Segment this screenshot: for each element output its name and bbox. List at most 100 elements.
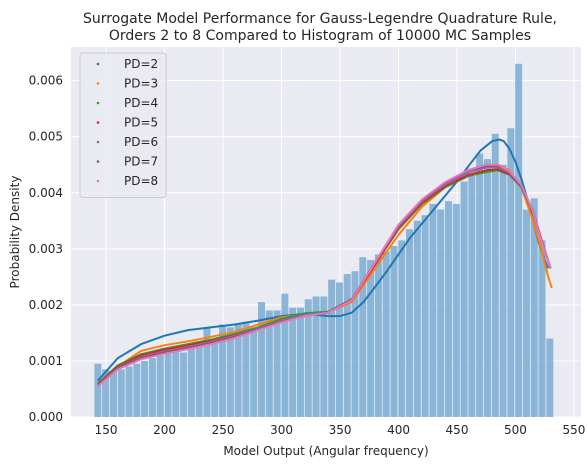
histogram-bar	[406, 229, 414, 417]
histogram-bar	[359, 257, 367, 417]
histogram-bar	[335, 282, 343, 417]
histogram-bar	[219, 324, 227, 417]
x-tick-label: 250	[212, 423, 235, 437]
histogram-bar	[499, 164, 507, 417]
histogram-bar	[304, 299, 312, 417]
y-tick-label: 0.006	[29, 74, 63, 88]
y-tick-label: 0.003	[29, 242, 63, 256]
histogram-bar	[374, 254, 382, 417]
histogram-bar	[187, 344, 195, 417]
histogram-bar	[452, 203, 460, 417]
histogram-bar	[483, 159, 491, 417]
y-tick-label: 0.004	[29, 186, 63, 200]
histogram-bar	[117, 369, 125, 417]
histogram-bar	[413, 220, 421, 417]
histogram-bar	[507, 128, 515, 417]
legend-label: PD=7	[124, 155, 158, 169]
legend-label: PD=2	[124, 57, 158, 71]
legend-box	[79, 52, 167, 198]
series-line-pd8	[97, 163, 552, 387]
histogram-bar	[195, 341, 203, 417]
legend-marker	[96, 179, 100, 183]
histogram-bar	[445, 201, 453, 417]
chart-title-line1: Surrogate Model Performance for Gauss-Le…	[83, 11, 557, 27]
histogram-bar	[328, 279, 336, 417]
x-axis-ticks: 150 200 250 300 350 400 450 500 550	[95, 423, 586, 437]
legend-label: PD=5	[124, 116, 158, 130]
legend-marker	[96, 82, 100, 85]
legend-marker	[96, 121, 100, 124]
histogram-bar	[273, 310, 281, 417]
histogram-bar	[242, 321, 250, 417]
x-axis-label: Model Output (Angular frequency)	[223, 444, 428, 458]
histogram-bar	[476, 153, 484, 418]
histogram	[94, 63, 554, 418]
y-axis-label: Probability Density	[8, 176, 22, 289]
legend-marker	[96, 160, 100, 163]
chart-title-line2: Orders 2 to 8 Compared to Histogram of 1…	[109, 28, 531, 44]
legend-label: PD=3	[124, 77, 158, 91]
x-tick-label: 400	[387, 423, 410, 437]
y-tick-label: 0.005	[29, 130, 63, 144]
histogram-bar	[203, 327, 211, 417]
histogram-bar	[148, 358, 156, 417]
histogram-bar	[522, 209, 530, 417]
x-tick-label: 350	[329, 423, 352, 437]
histogram-bar	[102, 369, 110, 417]
histogram-bar	[211, 341, 219, 417]
y-tick-label: 0.000	[29, 410, 63, 424]
histogram-bar	[141, 360, 149, 417]
histogram-bar	[226, 327, 234, 417]
histogram-bar	[367, 260, 375, 417]
y-axis-ticks: 0.000 0.001 0.002 0.003 0.004 0.005 0.006	[29, 74, 63, 424]
histogram-bar	[437, 209, 445, 417]
legend-label: PD=6	[124, 135, 158, 149]
histogram-bar	[289, 307, 297, 417]
histogram-bar	[125, 366, 133, 417]
histogram-bar	[265, 310, 273, 417]
histogram-bar	[382, 251, 390, 417]
legend: PD=2 PD=3 PD=4 PD=5 PD=6 PD=7 PD=8	[79, 52, 167, 198]
x-tick-label: 550	[563, 423, 586, 437]
histogram-bar	[109, 372, 117, 417]
x-tick-label: 150	[95, 423, 118, 437]
histogram-bar	[133, 363, 141, 417]
legend-marker	[96, 101, 100, 105]
histogram-bar	[468, 175, 476, 417]
histogram-bar	[281, 293, 289, 417]
histogram-bar	[429, 203, 437, 417]
x-tick-label: 450	[446, 423, 469, 437]
histogram-bar	[258, 302, 266, 417]
legend-marker	[96, 140, 100, 144]
histogram-bar	[351, 271, 359, 417]
legend-marker	[96, 62, 100, 66]
histogram-bar	[320, 296, 328, 417]
histogram-bar	[538, 240, 546, 417]
y-tick-label: 0.002	[29, 298, 63, 312]
histogram-bar	[530, 198, 538, 417]
histogram-bar	[172, 349, 180, 417]
histogram-bar	[491, 133, 499, 418]
histogram-bar	[390, 246, 398, 417]
histogram-bar	[546, 338, 554, 417]
y-tick-label: 0.001	[29, 354, 63, 368]
series-line-pd2	[97, 138, 550, 382]
histogram-bar	[180, 352, 188, 417]
x-tick-label: 500	[504, 423, 527, 437]
legend-label: PD=4	[124, 96, 158, 110]
x-tick-label: 200	[153, 423, 176, 437]
histogram-bar	[296, 307, 304, 417]
histogram-bar	[250, 327, 258, 417]
histogram-bar	[515, 63, 523, 418]
histogram-bar	[156, 355, 164, 417]
histogram-bar	[398, 240, 406, 417]
histogram-bar	[460, 181, 468, 417]
x-tick-label: 300	[270, 423, 293, 437]
legend-label: PD=8	[124, 174, 158, 188]
histogram-bar	[312, 296, 320, 417]
histogram-bar	[164, 352, 172, 417]
series-lines	[97, 138, 553, 387]
histogram-bar	[343, 274, 351, 417]
